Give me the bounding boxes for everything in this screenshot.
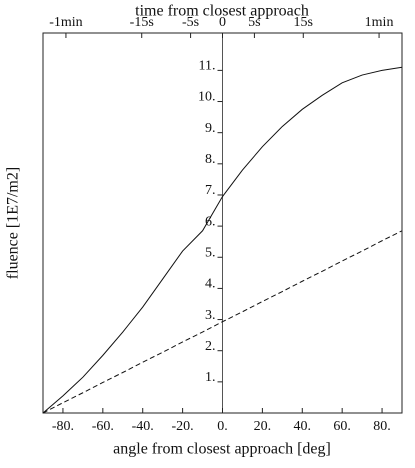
y-tick-label: 5. bbox=[205, 245, 216, 260]
y-axis-title: fluence [1E7/m2] bbox=[5, 167, 22, 279]
y-tick-label: 8. bbox=[205, 152, 216, 167]
top-tick-label: 5s bbox=[248, 15, 260, 30]
top-tick-label: -5s bbox=[182, 15, 199, 30]
y-tick-label: 11. bbox=[199, 59, 216, 74]
y-tick-label: 6. bbox=[205, 214, 216, 229]
y-tick-label: 7. bbox=[205, 183, 216, 198]
y-tick-label: 10. bbox=[198, 90, 216, 105]
series-line bbox=[42, 66, 403, 414]
x-tick-label: -40. bbox=[132, 419, 154, 434]
y-tick-label: 3. bbox=[205, 308, 216, 323]
top-tick-label: 0 bbox=[219, 15, 226, 30]
series-line bbox=[42, 230, 403, 414]
x-tick-label: -20. bbox=[172, 419, 194, 434]
x-tick-label: 80. bbox=[373, 419, 391, 434]
top-tick-label: -15s bbox=[130, 15, 154, 30]
x-axis-title: angle from closest approach [deg] bbox=[113, 441, 331, 458]
y-tick-label: 4. bbox=[205, 277, 216, 292]
top-tick-label: 1min bbox=[365, 15, 394, 30]
x-tick-label: -60. bbox=[92, 419, 114, 434]
x-tick-label: 40. bbox=[294, 419, 312, 434]
top-tick-label: 15s bbox=[294, 15, 313, 30]
x-tick-label: 20. bbox=[254, 419, 272, 434]
x-tick-label: 60. bbox=[333, 419, 351, 434]
x-tick-label: 0. bbox=[217, 419, 228, 434]
top-tick-label: -1min bbox=[49, 15, 82, 30]
x-tick-label: -80. bbox=[52, 419, 74, 434]
top-axis-title: time from closest approach bbox=[135, 3, 309, 20]
y-tick-label: 2. bbox=[205, 339, 216, 354]
y-tick-label: 1. bbox=[205, 370, 216, 385]
y-tick-label: 9. bbox=[205, 121, 216, 136]
